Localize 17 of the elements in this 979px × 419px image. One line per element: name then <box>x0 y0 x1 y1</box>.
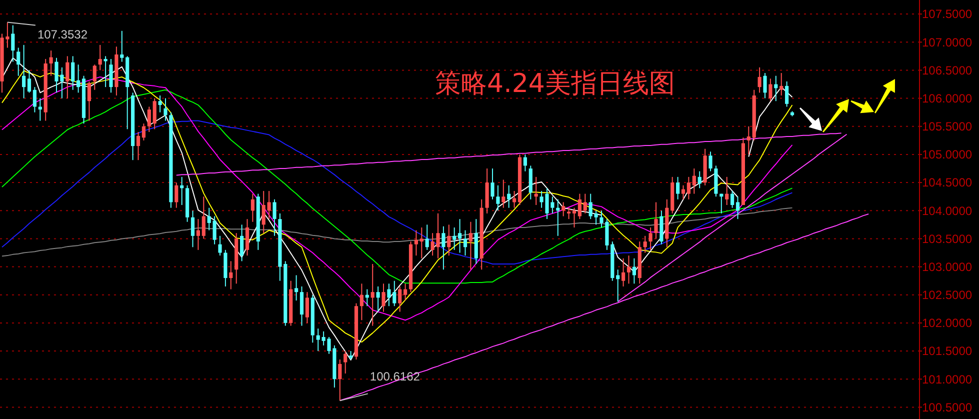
y-tick-label: 104.0000 <box>922 204 972 218</box>
y-tick-label: 100.5000 <box>922 400 972 414</box>
y-tick-label: 101.5000 <box>922 344 972 358</box>
y-tick-label: 102.5000 <box>922 288 972 302</box>
y-tick-label: 106.5000 <box>922 63 972 78</box>
y-tick-label: 105.0000 <box>922 148 972 162</box>
y-tick-label: 104.5000 <box>922 176 972 190</box>
annotation: 107.3532 <box>37 27 88 42</box>
y-tick-label: 107.0000 <box>922 35 972 50</box>
y-tick-label: 103.5000 <box>922 232 972 246</box>
y-tick-label: 105.5000 <box>922 120 972 134</box>
text: 策略4.24美指日线图 <box>435 69 675 99</box>
y-tick-label: 102.0000 <box>922 316 972 330</box>
y-tick-label: 106.0000 <box>922 91 972 106</box>
y-tick-label: 103.0000 <box>922 260 972 274</box>
y-tick-label: 107.5000 <box>922 7 972 22</box>
y-tick-label: 101.0000 <box>922 372 972 386</box>
